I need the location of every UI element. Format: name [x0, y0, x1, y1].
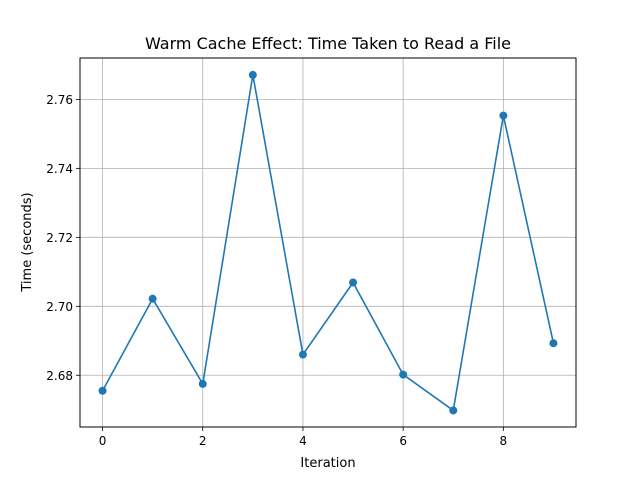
- series-line: [101, 74, 555, 412]
- x-tick-label: 8: [500, 434, 508, 448]
- axes-frame: [79, 57, 577, 428]
- data-point: [148, 294, 157, 303]
- y-tick-label: 2.74: [46, 162, 73, 176]
- x-tick-label: 2: [199, 434, 207, 448]
- grid: [80, 58, 576, 427]
- x-tick-label: 0: [99, 434, 107, 448]
- axis-ticks: 0 2 4 6 8 2.68 2.70 2.72 2.74 2.76: [46, 93, 507, 448]
- data-point: [549, 339, 558, 348]
- chart-title: Warm Cache Effect: Time Taken to Read a …: [145, 34, 511, 53]
- x-tick-label: 6: [399, 434, 407, 448]
- data-point: [449, 406, 458, 415]
- data-point: [499, 111, 508, 120]
- data-point: [198, 379, 207, 388]
- y-tick-label: 2.68: [46, 369, 73, 383]
- y-axis-label: Time (seconds): [20, 192, 35, 292]
- series-group: [98, 70, 558, 415]
- data-point: [98, 386, 107, 395]
- x-tick-label: 4: [299, 434, 307, 448]
- y-tick-label: 2.72: [46, 231, 73, 245]
- data-point: [248, 70, 257, 79]
- data-point: [349, 278, 358, 287]
- data-point: [298, 350, 307, 359]
- y-tick-label: 2.70: [46, 300, 73, 314]
- y-tick-label: 2.76: [46, 93, 73, 107]
- data-point: [399, 370, 408, 379]
- x-axis-label: Iteration: [300, 456, 355, 471]
